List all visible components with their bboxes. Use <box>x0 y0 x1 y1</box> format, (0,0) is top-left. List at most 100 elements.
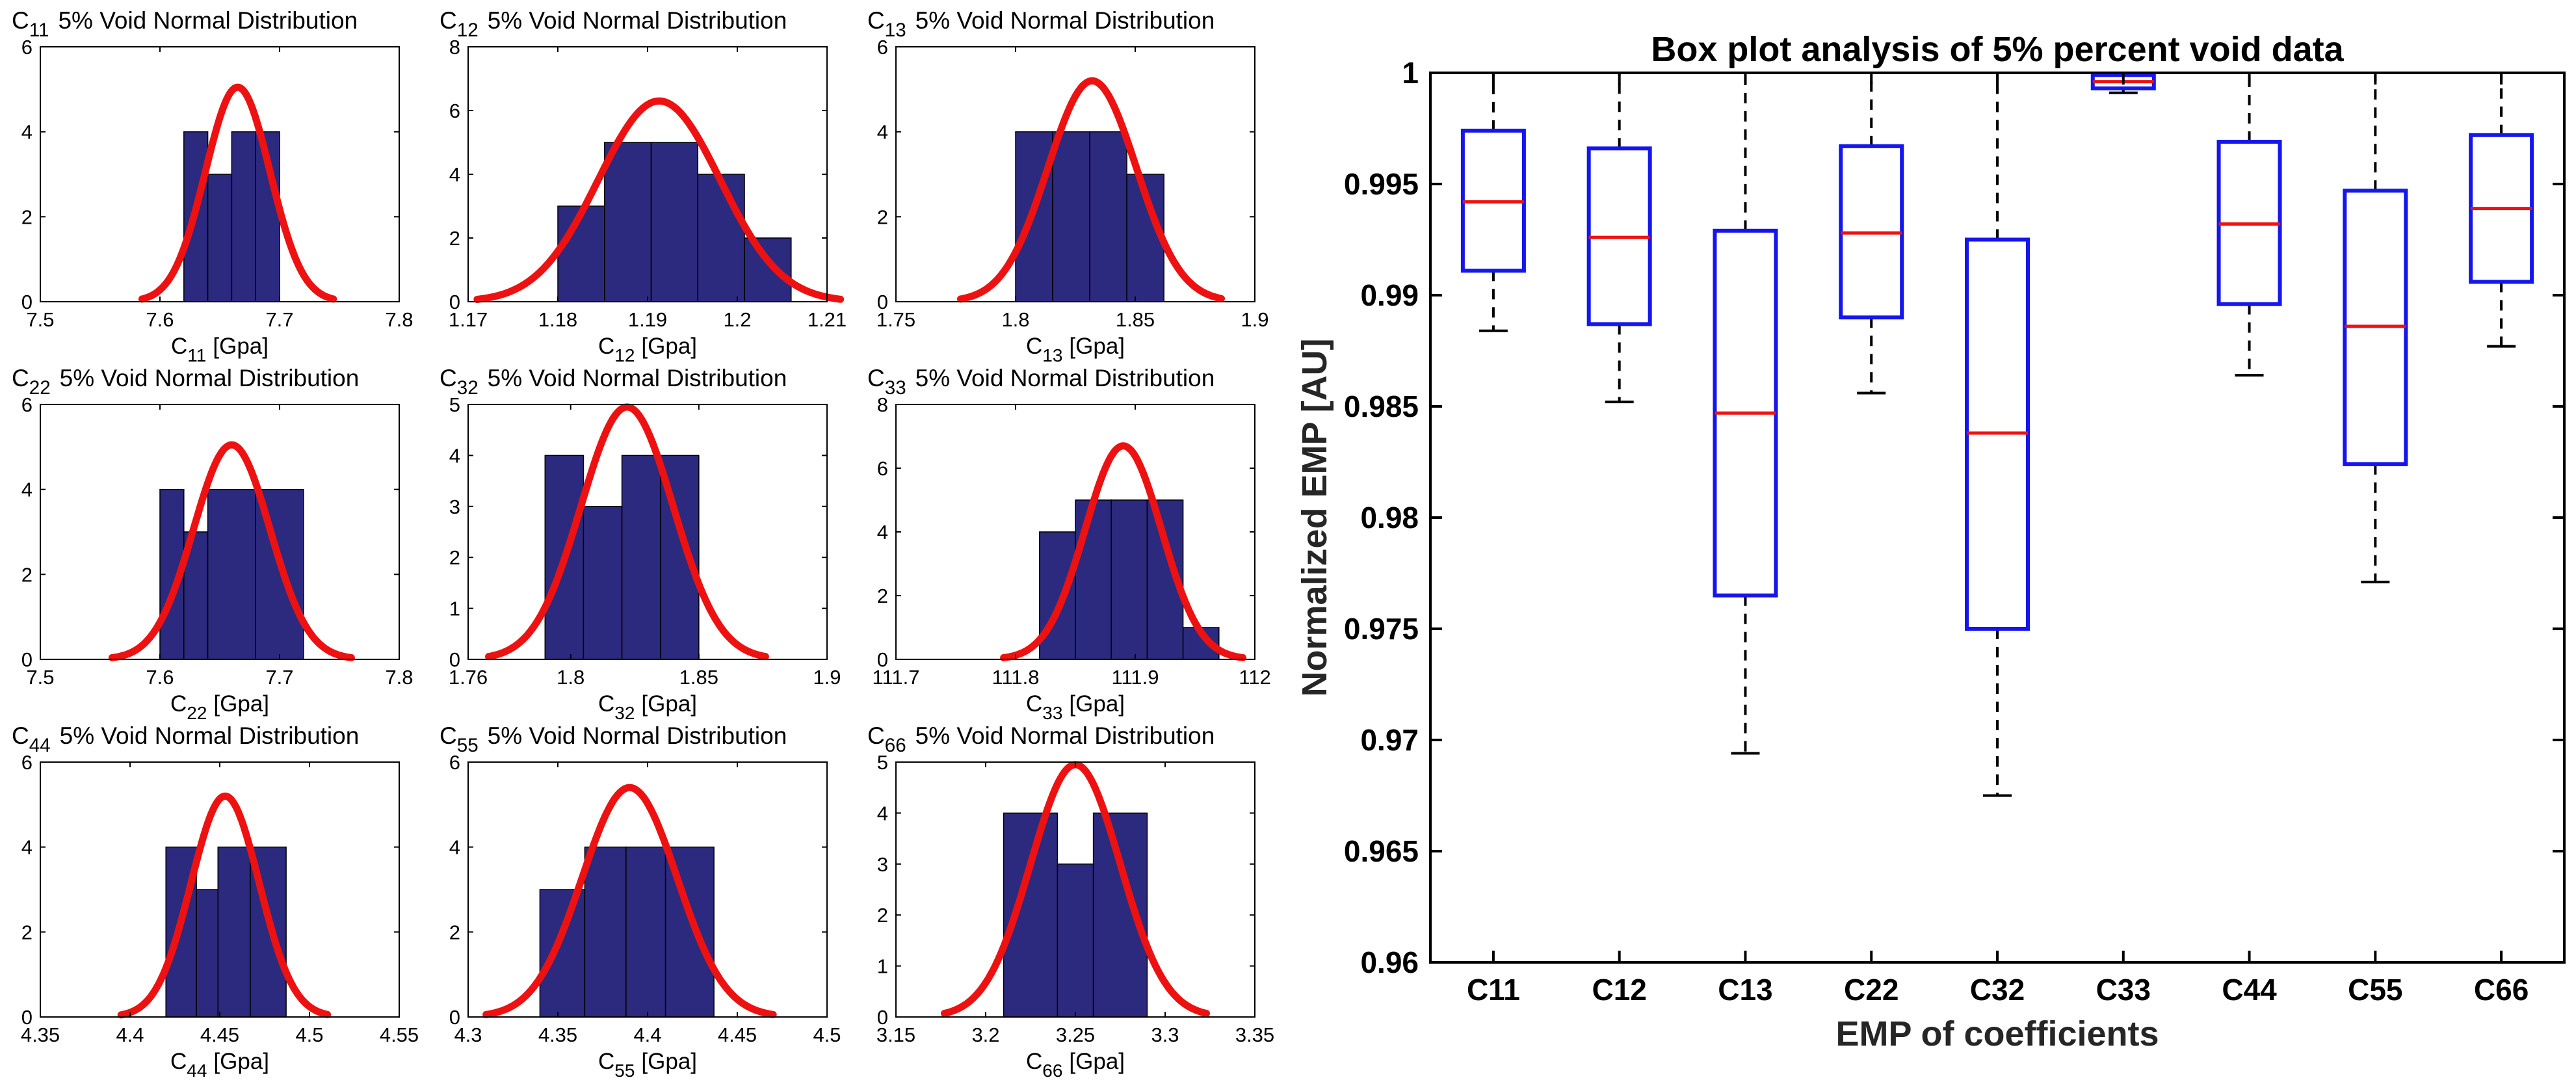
histogram-bar <box>1039 531 1076 660</box>
x-tick-label: 1.21 <box>808 308 847 331</box>
y-tick-label: 6 <box>449 99 460 122</box>
y-tick-label: 0.975 <box>1344 612 1419 646</box>
x-axis-label: C32 [Gpa] <box>598 691 697 723</box>
x-tick-label: 1.18 <box>538 308 577 331</box>
histogram-c13: C13 5% Void Normal Distribution 1.75 1.8 1.8… <box>867 7 1269 365</box>
y-tick-label: 0 <box>877 648 888 671</box>
y-tick-label: 2 <box>449 546 460 569</box>
y-tick-label: 2 <box>877 585 888 607</box>
x-tick-label: 4.4 <box>633 1023 661 1046</box>
x-axis-label: C11 [Gpa] <box>171 334 269 365</box>
normal-fit-curve <box>117 792 332 1019</box>
histogram-bar <box>1111 499 1148 660</box>
box-c12 <box>1586 72 1652 404</box>
category-label: C11 <box>1467 973 1520 1007</box>
x-tick-label: 3.25 <box>1056 1023 1095 1046</box>
histogram-bar <box>604 142 652 302</box>
box-c13 <box>1713 72 1778 755</box>
x-tick-label: 3.3 <box>1151 1023 1179 1046</box>
y-tick-label: 4 <box>21 121 33 144</box>
y-tick-label: 1 <box>1402 56 1419 90</box>
y-tick-label: 0.99 <box>1360 278 1419 312</box>
y-tick-label: 0 <box>877 291 888 313</box>
histogram-bar <box>196 889 218 1018</box>
x-tick-label: 112 <box>1239 666 1270 689</box>
x-tick-label: 1.9 <box>813 666 841 689</box>
x-tick-label: 7.6 <box>146 308 174 331</box>
histogram-bar <box>1057 864 1094 1018</box>
x-tick-label: 7.7 <box>265 308 293 331</box>
x-tick-label: 1.85 <box>679 666 718 689</box>
histogram-c33: C33 5% Void Normal Distribution 111.7 111.8… <box>867 365 1271 723</box>
category-label: C22 <box>1844 973 1899 1007</box>
histogram-bar <box>207 174 233 302</box>
normal-fit-curve <box>485 403 769 661</box>
histogram-title: C12 5% Void Normal Distribution <box>440 7 787 41</box>
histogram-bar <box>584 846 627 1018</box>
x-tick-label: 4.45 <box>718 1023 757 1046</box>
x-tick-label: 111.7 <box>873 666 920 689</box>
x-tick-label: 4.35 <box>538 1023 577 1046</box>
y-tick-label: 4 <box>877 802 888 825</box>
histogram-bar <box>231 131 256 302</box>
y-tick-label: 6 <box>21 36 33 59</box>
histogram-axes <box>895 46 1255 302</box>
y-tick-label: 4 <box>449 444 460 467</box>
box-c32 <box>1965 72 2030 797</box>
category-label: C44 <box>2222 973 2277 1007</box>
histogram-axes <box>40 46 400 302</box>
y-tick-label: 4 <box>449 163 460 186</box>
x-axis-label: EMP of coefficients <box>1835 1014 2159 1053</box>
x-tick-label: 4.4 <box>116 1023 144 1046</box>
histogram-bar <box>250 846 287 1018</box>
x-tick-label: 1.2 <box>723 308 751 331</box>
normal-fit-curve <box>138 83 337 303</box>
x-tick-label: 7.5 <box>26 308 54 331</box>
histogram-bar <box>1075 499 1112 660</box>
x-tick-label: 1.8 <box>557 666 585 689</box>
y-tick-label: 0 <box>21 648 33 671</box>
x-axis-label: C55 [Gpa] <box>598 1049 697 1081</box>
histogram-title: C22 5% Void Normal Distribution <box>12 365 359 399</box>
y-tick-label: 2 <box>449 227 460 250</box>
category-label: C33 <box>2096 973 2151 1007</box>
x-tick-label: 3.35 <box>1235 1023 1274 1046</box>
histogram-title: C66 5% Void Normal Distribution <box>867 722 1215 756</box>
histogram-bar <box>217 846 251 1018</box>
x-axis-label: C22 [Gpa] <box>170 691 269 723</box>
histogram-title: C33 5% Void Normal Distribution <box>867 365 1215 399</box>
category-label: C12 <box>1592 973 1646 1007</box>
normal-fit-curve <box>482 784 777 1018</box>
x-tick-label: 1.76 <box>449 666 488 689</box>
x-tick-label: 4.5 <box>813 1023 841 1046</box>
y-tick-label: 6 <box>449 751 460 774</box>
y-tick-label: 6 <box>877 36 888 59</box>
x-tick-label: 4.45 <box>200 1023 239 1046</box>
histogram-bar <box>650 142 699 302</box>
histogram-bar <box>621 455 661 660</box>
x-axis-label: C66 [Gpa] <box>1026 1049 1125 1081</box>
normal-fit-curve <box>1000 442 1247 661</box>
y-tick-label: 0 <box>21 1006 33 1029</box>
histogram-c32: C32 5% Void Normal Distribution 1.76 1.8 1.8… <box>440 365 841 723</box>
y-tick-label: 0 <box>449 291 460 313</box>
histogram-axes <box>467 404 828 660</box>
histogram-c11: C11 5% Void Normal Distribution 7.5 7.6 7.7 7… <box>12 7 414 365</box>
histogram-bar <box>583 506 623 660</box>
boxplot-chart: Box plot analysis of 5% percent void dat… <box>1295 30 2566 1053</box>
y-tick-label: 8 <box>449 36 460 59</box>
box-c66 <box>2469 72 2534 348</box>
y-tick-label: 6 <box>21 393 33 416</box>
histogram-c55: C55 5% Void Normal Distribution 4.3 4.35 4.4… <box>440 722 841 1081</box>
y-tick-label: 8 <box>877 393 888 416</box>
x-axis-label: C44 [Gpa] <box>170 1049 269 1081</box>
category-label: C55 <box>2348 973 2402 1007</box>
x-tick-label: 7.5 <box>26 666 54 689</box>
histogram-bar <box>539 889 586 1018</box>
category-label: C13 <box>1718 973 1772 1007</box>
x-tick-label: 111.9 <box>1112 666 1159 689</box>
x-tick-label: 1.9 <box>1241 308 1268 331</box>
histogram-c22: C22 5% Void Normal Distribution 7.5 7.6 7.7 7… <box>12 365 414 723</box>
category-label: C66 <box>2474 973 2529 1007</box>
